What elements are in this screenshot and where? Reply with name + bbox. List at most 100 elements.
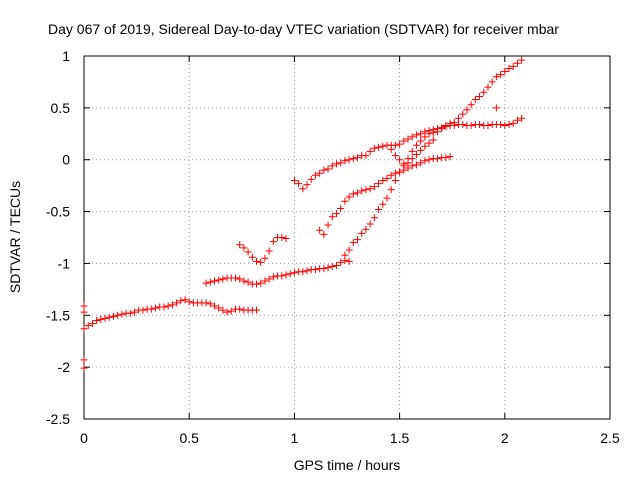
data-point [349,155,357,163]
data-point [219,306,227,314]
data-point [396,168,404,176]
y-tick-label: -0.5 [46,204,70,220]
data-point [160,303,168,311]
data-point [404,159,412,167]
data-point [324,221,332,229]
y-tick-label: -2 [58,359,71,375]
data-point [240,277,248,285]
data-point [282,235,290,243]
data-point [509,119,517,127]
data-point [253,257,261,265]
data-point [421,157,429,165]
data-point [324,165,332,173]
data-point [126,309,134,317]
data-point [265,247,273,255]
data-point [370,183,378,191]
x-axis-title: GPS time / hours [294,457,401,473]
data-point [109,312,117,320]
data-point [206,300,214,308]
x-tick-label: 0 [80,430,88,446]
data-point [391,152,399,160]
data-point [181,296,189,304]
data-point [328,213,336,221]
data-point [231,274,239,282]
data-point [387,171,395,179]
data-point [341,197,349,205]
data-point [349,190,357,198]
y-tick-label: -1.5 [46,307,70,323]
data-point [366,220,374,228]
data-point [455,114,463,122]
data-point [417,146,425,154]
data-point [303,267,311,275]
data-point [358,229,366,237]
series-arc-6 [341,56,526,259]
data-point [501,68,509,76]
data-point [278,272,286,280]
data-point [320,265,328,273]
data-point [467,101,475,109]
y-tick-label: -2.5 [46,411,70,427]
data-point [492,104,500,112]
data-point [379,142,387,150]
data-point [290,269,298,277]
data-point [93,316,101,324]
data-point [337,258,345,266]
data-point [412,161,420,169]
data-point [105,313,113,321]
data-point [80,325,88,333]
data-point [236,305,244,313]
data-point [316,226,324,234]
data-point [417,130,425,138]
data-point [240,244,248,252]
data-point [269,273,277,281]
data-point [513,116,521,124]
data-point [341,251,349,259]
data-point [177,297,185,305]
data-point [303,181,311,189]
data-point [375,180,383,188]
data-point [400,137,408,145]
data-point [404,135,412,143]
data-point [417,159,425,167]
data-point [518,56,526,64]
data-point [118,310,126,318]
data-point [320,230,328,238]
data-point [476,92,484,100]
data-point [349,239,357,247]
series-arc-4 [295,114,526,193]
data-point [488,78,496,86]
data-point [505,64,513,72]
data-point [206,278,214,286]
data-point [375,205,383,213]
data-point [307,175,315,183]
data-point [446,153,454,161]
y-axis-title: SDTVAR / TECUs [7,181,23,293]
data-point [459,120,467,128]
data-point [84,322,92,330]
data-point [257,279,265,287]
data-point [173,299,181,307]
data-point [362,152,370,160]
data-point [467,121,475,129]
data-point [265,275,273,283]
data-point [328,263,336,271]
data-point [497,71,505,79]
axis-ticks [83,55,611,420]
data-point [408,162,416,170]
y-tick-label: 1 [62,48,70,64]
data-point [261,277,269,285]
data-point [383,174,391,182]
data-point [421,133,429,141]
data-point [210,302,218,310]
data-point [375,143,383,151]
data-point [362,186,370,194]
x-tick-label: 0.5 [179,430,199,446]
data-point [396,140,404,148]
chart-title: Day 067 of 2019, Sidereal Day-to-day VTE… [48,21,559,37]
data-point [147,305,155,313]
data-point [354,189,362,197]
data-point [269,238,277,246]
data-point [366,147,374,155]
